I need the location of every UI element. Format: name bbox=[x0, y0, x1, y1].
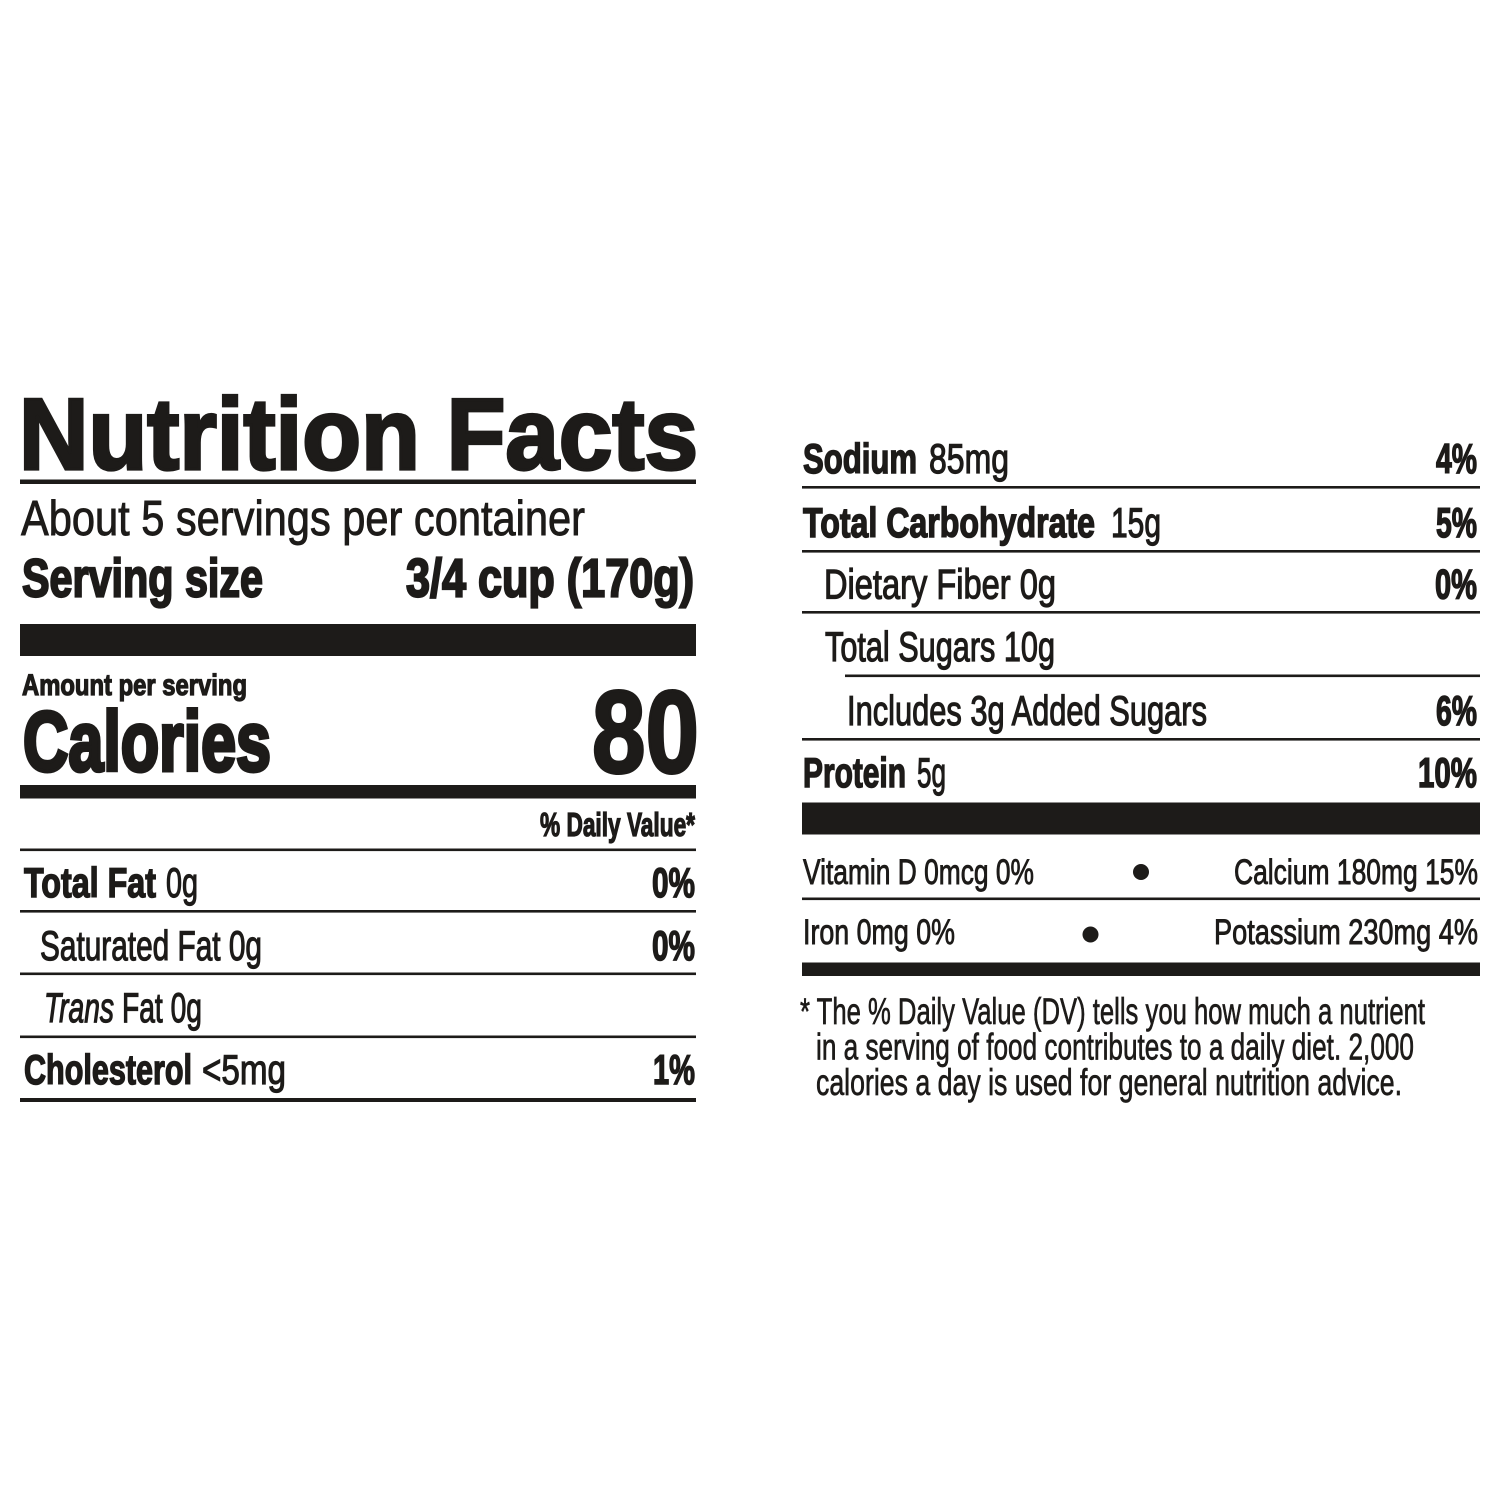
svg-text:Amount per serving: Amount per serving bbox=[22, 669, 247, 702]
svg-text:0%: 0% bbox=[1435, 561, 1477, 608]
svg-text:Nutrition Facts: Nutrition Facts bbox=[19, 379, 698, 491]
svg-text:Includes 3g Added Sugars: Includes 3g Added Sugars bbox=[847, 687, 1207, 734]
svg-text:Total Fat: Total Fat bbox=[24, 859, 156, 906]
svg-text:calories a day is used for gen: calories a day is used for general nutri… bbox=[816, 1062, 1402, 1103]
svg-text:Cholesterol: Cholesterol bbox=[24, 1046, 192, 1093]
svg-text:3/4 cup (170g): 3/4 cup (170g) bbox=[406, 549, 694, 609]
svg-text:1%: 1% bbox=[653, 1046, 695, 1093]
svg-text:Vitamin D 0mcg 0%: Vitamin D 0mcg 0% bbox=[803, 853, 1034, 892]
svg-text:About 5 servings per container: About 5 servings per container bbox=[21, 492, 585, 546]
svg-text:0g: 0g bbox=[166, 859, 198, 906]
svg-text:15g: 15g bbox=[1111, 499, 1161, 546]
svg-text:Calories: Calories bbox=[23, 695, 271, 789]
svg-text:Protein: Protein bbox=[803, 749, 906, 796]
svg-text:6%: 6% bbox=[1436, 687, 1477, 734]
svg-text:Trans: Trans bbox=[44, 984, 114, 1031]
svg-text:Calcium 180mg 15%: Calcium 180mg 15% bbox=[1234, 853, 1478, 892]
svg-text:* The % Daily Value (DV) tells: * The % Daily Value (DV) tells you how m… bbox=[800, 991, 1425, 1032]
svg-text:80: 80 bbox=[592, 667, 699, 798]
svg-text:in a serving of food contribut: in a serving of food contributes to a da… bbox=[816, 1027, 1414, 1068]
svg-text:85mg: 85mg bbox=[929, 435, 1009, 482]
svg-text:Sodium: Sodium bbox=[803, 435, 917, 482]
svg-text:0%: 0% bbox=[652, 922, 695, 969]
svg-text:Dietary Fiber 0g: Dietary Fiber 0g bbox=[824, 561, 1056, 608]
svg-text:10%: 10% bbox=[1418, 749, 1477, 796]
svg-text:Total Sugars 10g: Total Sugars 10g bbox=[825, 623, 1055, 670]
svg-text:Potassium 230mg 4%: Potassium 230mg 4% bbox=[1214, 913, 1478, 952]
svg-text:Saturated Fat 0g: Saturated Fat 0g bbox=[40, 922, 262, 969]
svg-text:<5mg: <5mg bbox=[202, 1046, 286, 1093]
svg-text:5%: 5% bbox=[1436, 499, 1477, 546]
svg-text:Serving size: Serving size bbox=[22, 549, 263, 609]
svg-text:Iron 0mg 0%: Iron 0mg 0% bbox=[803, 913, 955, 952]
svg-text:Fat 0g: Fat 0g bbox=[122, 984, 202, 1031]
svg-text:0%: 0% bbox=[652, 859, 695, 906]
svg-text:5g: 5g bbox=[917, 749, 946, 796]
svg-text:% Daily Value*: % Daily Value* bbox=[540, 806, 695, 843]
svg-text:4%: 4% bbox=[1436, 435, 1477, 482]
svg-text:Total Carbohydrate: Total Carbohydrate bbox=[803, 499, 1095, 546]
